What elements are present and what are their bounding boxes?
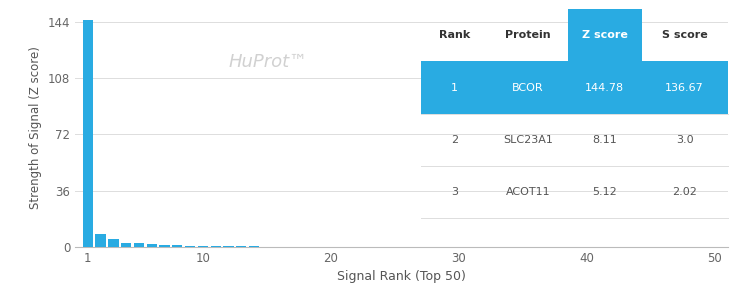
Bar: [198, 246, 208, 247]
Text: SLC23A1: SLC23A1: [503, 135, 553, 145]
Bar: [82, 20, 93, 247]
Bar: [211, 246, 220, 247]
Bar: [185, 246, 195, 247]
Y-axis label: Strength of Signal (Z score): Strength of Signal (Z score): [29, 46, 42, 209]
FancyBboxPatch shape: [421, 61, 728, 114]
Bar: [121, 243, 131, 247]
Text: Protein: Protein: [506, 30, 551, 40]
Text: 3: 3: [451, 187, 458, 197]
Text: Rank: Rank: [439, 30, 470, 40]
Text: 2: 2: [451, 135, 458, 145]
FancyBboxPatch shape: [568, 9, 642, 61]
Text: Z score: Z score: [582, 30, 628, 40]
Text: ACOT11: ACOT11: [506, 187, 550, 197]
Text: 1: 1: [451, 82, 458, 92]
Text: 144.78: 144.78: [585, 82, 625, 92]
Text: 136.67: 136.67: [665, 82, 704, 92]
Text: 3.0: 3.0: [676, 135, 694, 145]
Bar: [134, 244, 144, 247]
Bar: [224, 246, 234, 247]
Bar: [172, 245, 182, 247]
Bar: [108, 239, 118, 247]
Text: 2.02: 2.02: [672, 187, 697, 197]
Bar: [147, 244, 157, 247]
Text: 5.12: 5.12: [592, 187, 617, 197]
Text: BCOR: BCOR: [512, 82, 544, 92]
Text: 8.11: 8.11: [592, 135, 617, 145]
Bar: [95, 234, 106, 247]
Text: HuProt™: HuProt™: [229, 53, 308, 71]
X-axis label: Signal Rank (Top 50): Signal Rank (Top 50): [337, 270, 466, 283]
Bar: [160, 245, 170, 247]
Text: S score: S score: [662, 30, 707, 40]
